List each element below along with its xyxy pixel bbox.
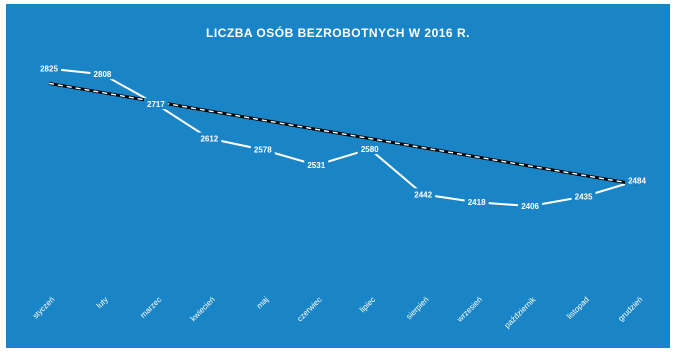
- x-tick-label: czerwiec: [295, 295, 323, 323]
- x-tick-label: marzec: [138, 295, 163, 320]
- data-label: 2531: [307, 161, 325, 170]
- data-label: 2418: [468, 198, 486, 207]
- data-label-bg: [357, 143, 382, 155]
- data-label-bg: [304, 159, 329, 171]
- data-label: 2580: [361, 145, 379, 154]
- data-label: 2717: [147, 100, 165, 109]
- data-label: 2442: [414, 190, 432, 199]
- data-label: 2808: [94, 70, 112, 79]
- x-tick-label: wrzesień: [455, 295, 484, 324]
- x-tick-label: kwiecień: [189, 295, 217, 323]
- x-tick-label: styczeń: [31, 295, 57, 321]
- x-tick-label: listopad: [565, 295, 591, 321]
- chart-area: LICZBA OSÓB BEZROBOTNYCH W 2016 R. 2825 2…: [6, 4, 670, 348]
- data-label-bg: [143, 98, 168, 110]
- line-chart: 2825 2808 2717 2612 2578 2531 2580 2442 2418 2406…: [31, 62, 649, 330]
- data-label: 2825: [40, 65, 58, 74]
- data-label: 2612: [200, 135, 218, 144]
- x-tick-label: lipiec: [358, 295, 377, 314]
- data-label: 2484: [628, 177, 646, 186]
- data-label: 2435: [575, 193, 593, 202]
- data-label-bg: [250, 143, 275, 155]
- data-label-bg: [518, 200, 543, 212]
- series-line: [48, 67, 638, 208]
- data-label-bg: [625, 174, 649, 186]
- data-label-bg: [90, 68, 115, 80]
- data-label-bg: [571, 190, 596, 202]
- chart-title: LICZBA OSÓB BEZROBOTNYCH W 2016 R.: [206, 26, 470, 40]
- x-tick-label: październik: [503, 294, 539, 330]
- data-label-bg: [464, 196, 489, 208]
- x-tick-label: maj: [255, 295, 271, 311]
- data-label: 2578: [254, 146, 272, 155]
- data-label-bg: [411, 188, 436, 200]
- data-label: 2406: [521, 202, 539, 211]
- x-tick-label: luty: [95, 295, 110, 310]
- x-tick-label: sierpień: [404, 295, 430, 321]
- data-label-bg: [197, 132, 222, 144]
- data-label-bg: [37, 62, 61, 74]
- x-tick-label: grudzień: [616, 295, 644, 323]
